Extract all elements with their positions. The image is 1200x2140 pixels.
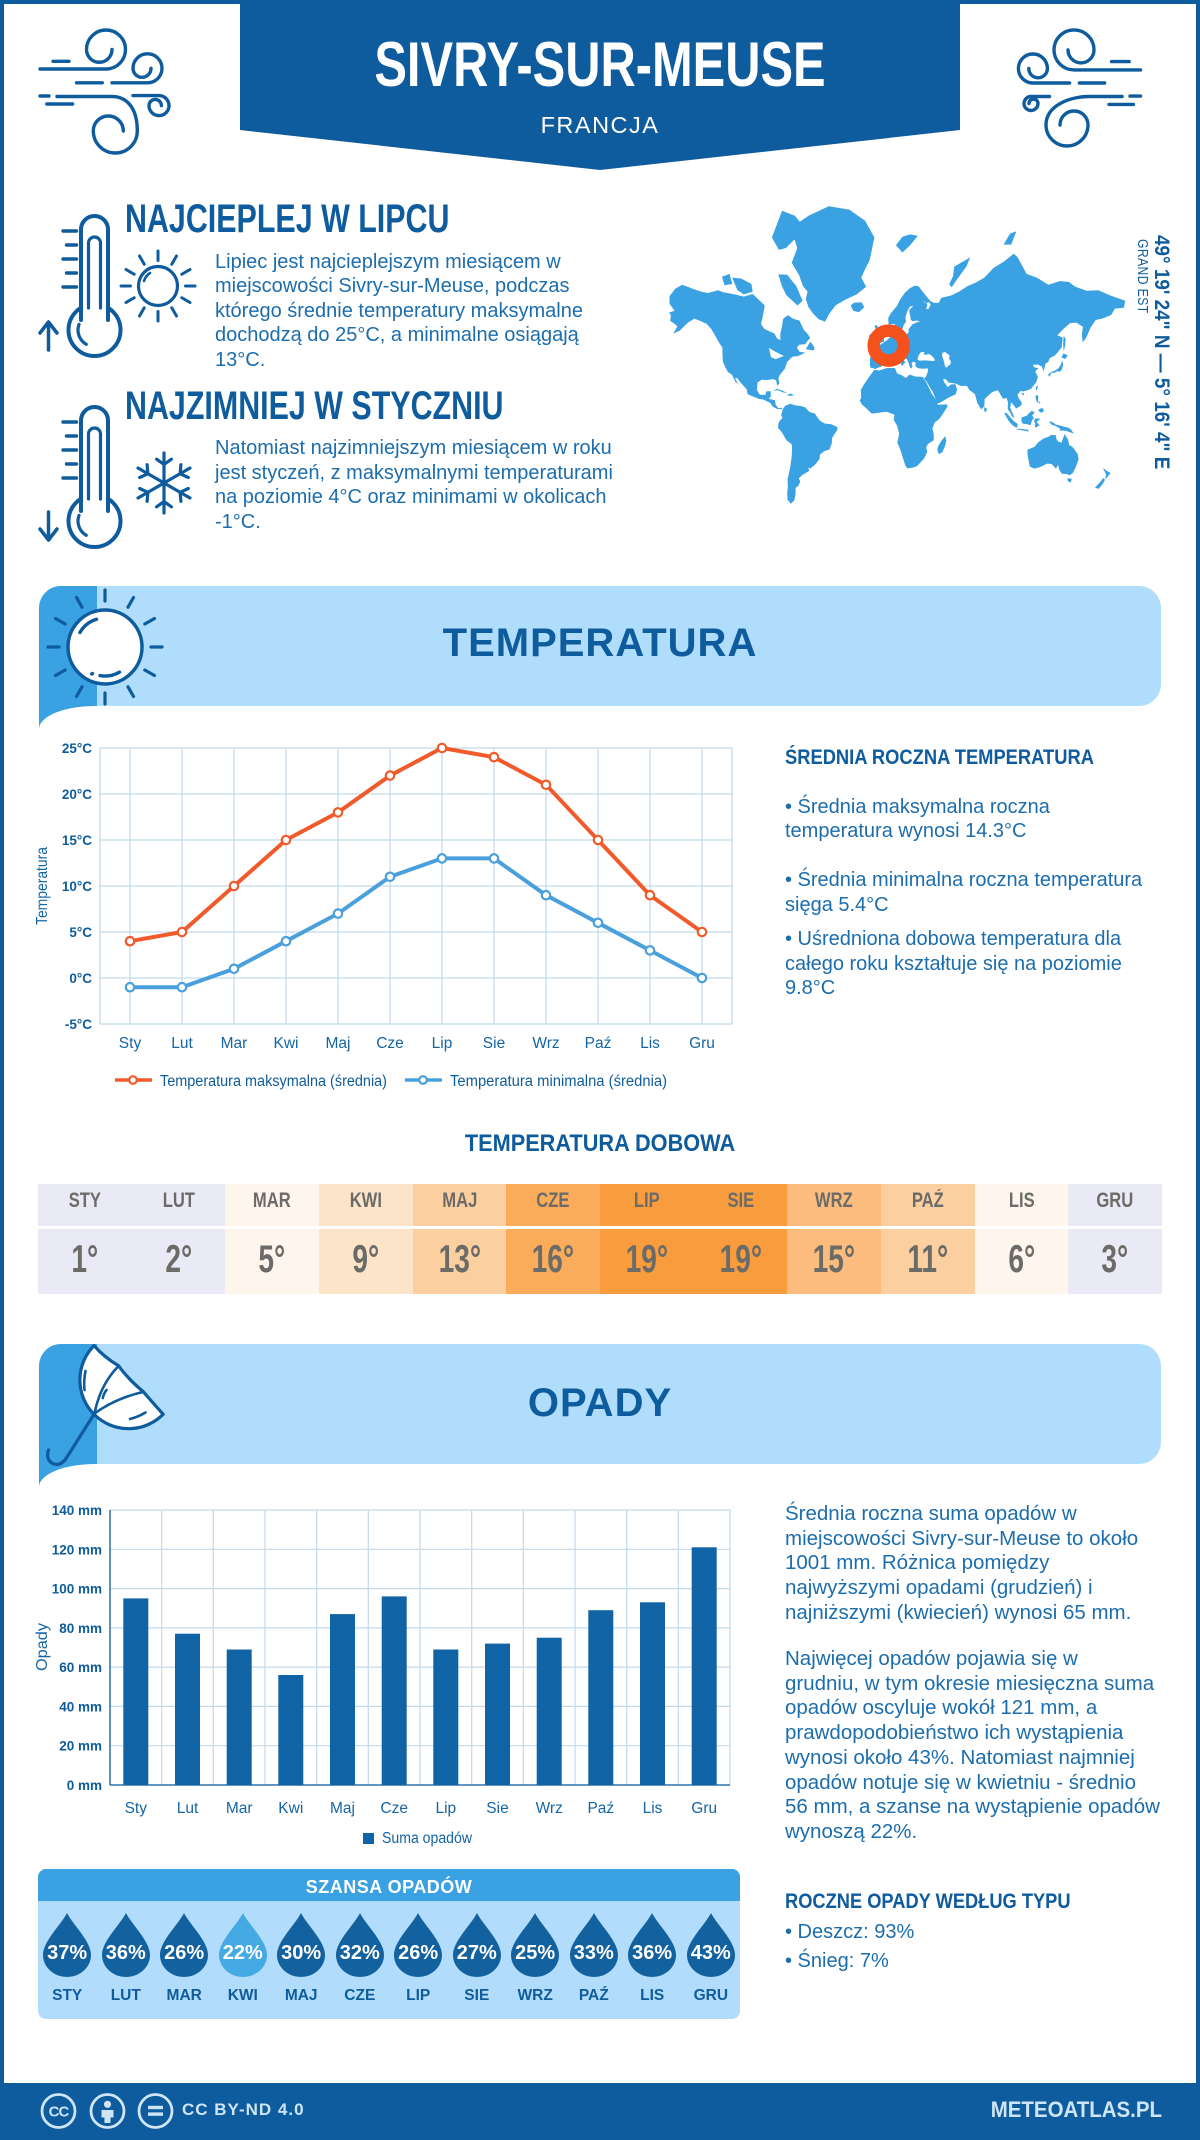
svg-text:-5°C: -5°C — [65, 1017, 92, 1032]
svg-text:Lut: Lut — [177, 1800, 199, 1817]
svg-text:Sie: Sie — [483, 1035, 505, 1052]
svg-text:140 mm: 140 mm — [52, 1503, 102, 1518]
svg-text:0°C: 0°C — [69, 971, 92, 986]
svg-text:Temperatura minimalna (średnia: Temperatura minimalna (średnia) — [450, 1073, 667, 1090]
svg-text:Lip: Lip — [435, 1800, 456, 1817]
svg-text:20°C: 20°C — [62, 787, 92, 802]
svg-text:120 mm: 120 mm — [52, 1542, 102, 1557]
svg-text:Opady: Opady — [34, 1623, 51, 1671]
svg-text:Paź: Paź — [587, 1800, 614, 1817]
svg-text:Maj: Maj — [330, 1800, 355, 1817]
svg-text:Lis: Lis — [643, 1800, 663, 1817]
svg-text:40 mm: 40 mm — [59, 1699, 102, 1714]
svg-text:Mar: Mar — [226, 1800, 253, 1817]
svg-text:Kwi: Kwi — [274, 1035, 299, 1052]
svg-text:Gru: Gru — [691, 1800, 717, 1817]
svg-text:100 mm: 100 mm — [52, 1582, 102, 1597]
svg-text:10°C: 10°C — [62, 879, 92, 894]
svg-text:CC: CC — [49, 2104, 70, 2121]
svg-text:20 mm: 20 mm — [59, 1739, 102, 1754]
svg-text:Cze: Cze — [380, 1800, 408, 1817]
svg-text:Kwi: Kwi — [278, 1800, 303, 1817]
svg-text:Suma opadów: Suma opadów — [382, 1830, 473, 1847]
svg-text:15°C: 15°C — [62, 833, 92, 848]
svg-text:Sie: Sie — [486, 1800, 508, 1817]
svg-text:Sty: Sty — [119, 1035, 142, 1052]
svg-text:80 mm: 80 mm — [59, 1621, 102, 1636]
svg-text:Temperatura maksymalna (średni: Temperatura maksymalna (średnia) — [160, 1073, 387, 1090]
svg-text:25°C: 25°C — [62, 741, 92, 756]
svg-text:Temperatura: Temperatura — [34, 847, 51, 925]
svg-text:Lip: Lip — [432, 1035, 453, 1052]
svg-text:Paź: Paź — [585, 1035, 612, 1052]
svg-text:Cze: Cze — [376, 1035, 404, 1052]
svg-text:60 mm: 60 mm — [59, 1660, 102, 1675]
svg-text:5°C: 5°C — [69, 925, 92, 940]
svg-text:Wrz: Wrz — [532, 1035, 559, 1052]
svg-text:Lis: Lis — [640, 1035, 660, 1052]
svg-text:Sty: Sty — [125, 1800, 148, 1817]
svg-text:Gru: Gru — [689, 1035, 715, 1052]
svg-text:Mar: Mar — [221, 1035, 248, 1052]
svg-text:0 mm: 0 mm — [67, 1778, 102, 1793]
svg-text:Wrz: Wrz — [536, 1800, 563, 1817]
svg-text:Maj: Maj — [326, 1035, 351, 1052]
svg-text:Lut: Lut — [171, 1035, 193, 1052]
